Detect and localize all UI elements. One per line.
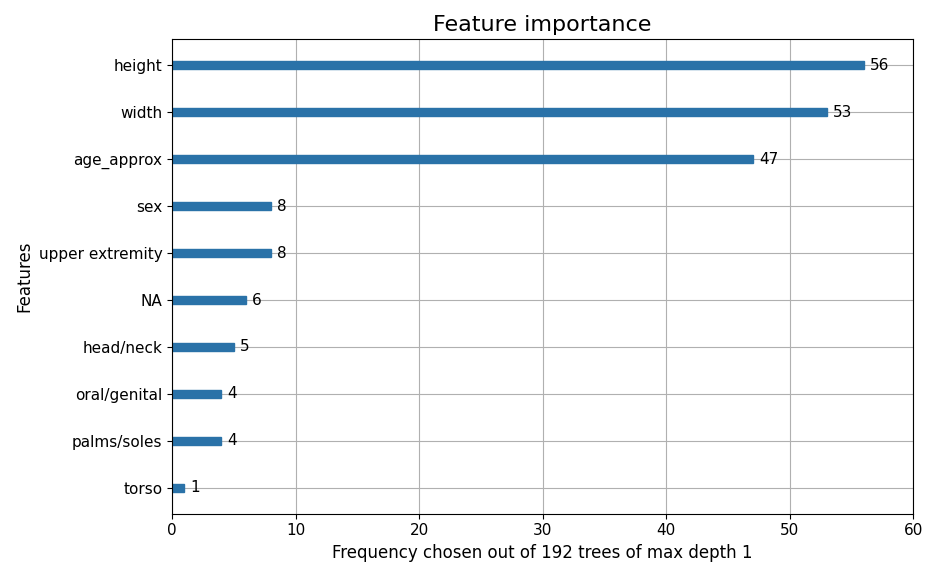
Text: 8: 8	[277, 246, 287, 261]
Bar	[172, 108, 826, 117]
Text: 5: 5	[240, 339, 250, 354]
Text: 8: 8	[277, 198, 287, 213]
Text: 1: 1	[190, 481, 200, 496]
Bar	[172, 389, 221, 398]
Bar	[172, 296, 246, 304]
Text: 4: 4	[228, 387, 237, 402]
Bar	[172, 61, 864, 69]
Bar	[172, 343, 234, 351]
Text: 4: 4	[228, 433, 237, 448]
Title: Feature importance: Feature importance	[433, 15, 652, 35]
Y-axis label: Features: Features	[15, 241, 33, 312]
Text: 6: 6	[252, 293, 262, 308]
Bar	[172, 202, 271, 210]
X-axis label: Frequency chosen out of 192 trees of max depth 1: Frequency chosen out of 192 trees of max…	[332, 544, 753, 562]
Bar	[172, 155, 752, 163]
Bar	[172, 484, 185, 492]
Text: 47: 47	[759, 152, 779, 167]
Bar	[172, 437, 221, 445]
Bar	[172, 249, 271, 257]
Text: 56: 56	[870, 58, 889, 73]
Text: 53: 53	[833, 104, 853, 119]
